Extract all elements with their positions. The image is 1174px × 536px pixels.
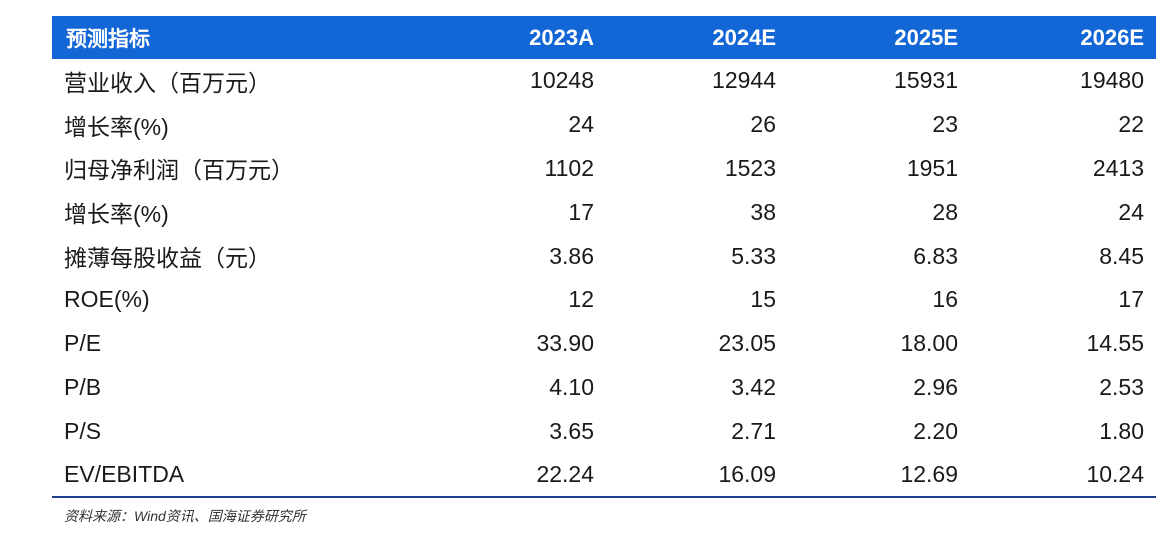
source-note: 资料来源：Wind资讯、国海证券研究所 — [64, 508, 306, 524]
table-cell: 1.80 — [1099, 417, 1144, 444]
table-cell: 17 — [1118, 286, 1144, 313]
header-cell-indicator: 预测指标 — [66, 27, 150, 51]
table-cell: 1102 — [544, 154, 594, 181]
table-cell: 4.10 — [549, 373, 594, 400]
table-cell: 2.20 — [913, 417, 958, 444]
forecast-table: 预测指标 2023A 2024E 2025E 2026E 营业收入（百万元） 1… — [52, 16, 1156, 498]
table-cell: 33.90 — [536, 330, 594, 357]
table-row: 增长率(%) 17 38 28 24 — [52, 190, 1156, 234]
table-cell: 2.53 — [1099, 373, 1144, 400]
table-cell: 22.24 — [422, 453, 606, 498]
table-cell: 6.83 — [913, 242, 958, 269]
table-cell: 24 — [1118, 198, 1144, 225]
table-body: 营业收入（百万元） 10248 12944 15931 19480 增长率(%)… — [52, 59, 1156, 498]
table-cell: 16.09 — [606, 453, 788, 498]
table-cell: 26 — [750, 111, 776, 138]
table-cell: 12944 — [712, 67, 776, 94]
row-label: P/E — [64, 330, 102, 357]
table-cell: 8.45 — [1099, 242, 1144, 269]
forecast-table-container: 预测指标 2023A 2024E 2025E 2026E 营业收入（百万元） 1… — [52, 16, 1156, 498]
table-row: 营业收入（百万元） 10248 12944 15931 19480 — [52, 59, 1156, 103]
table-cell: 10248 — [530, 67, 594, 94]
table-cell: 3.42 — [731, 373, 776, 400]
table-cell: 24 — [568, 111, 594, 138]
table-row: 归母净利润（百万元） 1102 1523 1951 2413 — [52, 147, 1156, 191]
row-label: 增长率(%) — [64, 113, 169, 140]
table-cell: 10.24 — [970, 453, 1156, 498]
table-cell: 3.65 — [549, 417, 594, 444]
table-cell: 18.00 — [900, 330, 958, 357]
table-row: P/S 3.65 2.71 2.20 1.80 — [52, 409, 1156, 453]
table-header: 预测指标 2023A 2024E 2025E 2026E — [52, 16, 1156, 59]
row-label: 归母净利润（百万元） — [64, 157, 294, 184]
row-label: P/B — [64, 373, 102, 400]
table-row: EV/EBITDA 22.24 16.09 12.69 10.24 — [52, 453, 1156, 498]
row-label: 摊薄每股收益（元） — [64, 245, 271, 272]
table-cell: 14.55 — [1086, 330, 1144, 357]
table-cell: 28 — [932, 198, 958, 225]
table-row: P/E 33.90 23.05 18.00 14.55 — [52, 322, 1156, 366]
table-row: ROE(%) 12 15 16 17 — [52, 278, 1156, 322]
table-cell: 2413 — [1092, 154, 1144, 181]
table-row: 摊薄每股收益（元） 3.86 5.33 6.83 8.45 — [52, 234, 1156, 278]
table-cell: 17 — [568, 198, 594, 225]
table-cell: 23.05 — [718, 330, 776, 357]
table-row: 增长率(%) 24 26 23 22 — [52, 103, 1156, 147]
row-label: P/S — [64, 417, 102, 444]
row-label: 增长率(%) — [64, 201, 169, 228]
table-cell: 15 — [750, 286, 776, 313]
table-cell: 2.96 — [913, 373, 958, 400]
table-cell: 16 — [932, 286, 958, 313]
table-cell: 19480 — [1080, 67, 1144, 94]
header-cell-2023a: 2023A — [529, 24, 594, 50]
table-cell: 12 — [568, 286, 594, 313]
row-label: EV/EBITDA — [52, 453, 422, 498]
table-cell: 23 — [932, 111, 958, 138]
table-cell: 12.69 — [788, 453, 970, 498]
header-cell-2024e: 2024E — [712, 24, 776, 50]
header-cell-2025e: 2025E — [894, 24, 958, 50]
table-cell: 38 — [750, 198, 776, 225]
table-row: P/B 4.10 3.42 2.96 2.53 — [52, 366, 1156, 410]
table-cell: 2.71 — [731, 417, 776, 444]
table-cell: 3.86 — [549, 242, 594, 269]
header-row: 预测指标 2023A 2024E 2025E 2026E — [52, 16, 1156, 59]
header-cell-2026e: 2026E — [1080, 24, 1144, 50]
table-cell: 15931 — [894, 67, 958, 94]
table-cell: 1523 — [724, 154, 776, 181]
table-cell: 1951 — [906, 154, 958, 181]
table-cell: 22 — [1118, 111, 1144, 138]
row-label: ROE(%) — [64, 286, 150, 313]
row-label: 营业收入（百万元） — [64, 69, 271, 96]
table-cell: 5.33 — [731, 242, 776, 269]
